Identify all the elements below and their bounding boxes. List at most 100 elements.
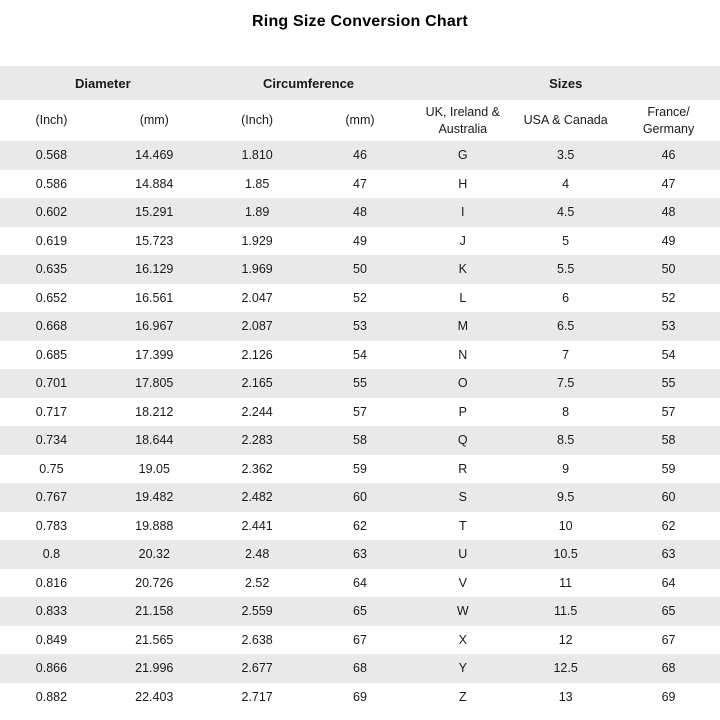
table-cell: 48 [353, 205, 367, 220]
table-cell: 19.482 [135, 490, 174, 505]
table-row: 0.866 21.996 2.677 68 Y 12.5 68 [0, 654, 720, 683]
table-cell: W [456, 604, 469, 619]
table-cell: 2.48 [244, 547, 270, 562]
table-cell: 6 [562, 290, 570, 305]
table-row: 0.586 14.884 1.85 47 H 4 47 [0, 169, 720, 198]
table-cell: 60 [353, 490, 367, 505]
table-cell: 19.05 [138, 461, 170, 476]
table-cell: J [459, 233, 466, 248]
table-cell: 18.212 [135, 404, 174, 419]
table-cell: 5.5 [556, 262, 575, 277]
table-cell: 55 [661, 376, 676, 391]
table-cell: R [458, 461, 468, 476]
table-row: 0.619 15.723 1.929 49 J 5 49 [0, 226, 720, 255]
table-cell: 17.805 [135, 376, 174, 391]
table-cell: 0.717 [35, 404, 68, 419]
table-cell: 16.967 [135, 319, 174, 334]
column-header-france-germany: France/ Germany [617, 100, 720, 141]
table-cell: 0.668 [35, 319, 68, 334]
table-cell: 64 [353, 575, 367, 590]
table-cell: 2.52 [244, 575, 270, 590]
table-cell: 0.602 [35, 205, 68, 220]
table-cell: 1.89 [244, 205, 270, 220]
column-header-diameter-inch: (Inch) [0, 100, 103, 141]
table-cell: 8 [562, 404, 570, 419]
table-row: 0.568 14.469 1.810 46 G 3.5 46 [0, 141, 720, 170]
table-cell: 20.726 [135, 575, 174, 590]
table-cell: 15.291 [135, 205, 174, 220]
table-cell: 0.586 [35, 176, 68, 191]
table-cell: 1.85 [244, 176, 270, 191]
table-cell: 57 [661, 404, 676, 419]
table-cell: 10.5 [553, 547, 578, 562]
group-header-circumference: Circumference [205, 66, 412, 100]
table-cell: 0.619 [35, 233, 68, 248]
table-cell: 60 [661, 490, 676, 505]
table-cell: Q [457, 433, 468, 448]
table-cell: 7 [562, 347, 570, 362]
table-cell: 0.75 [39, 461, 64, 476]
table-cell: 57 [353, 404, 367, 419]
table-cell: 59 [353, 461, 367, 476]
table-cell: 53 [353, 319, 367, 334]
table-cell: 2.126 [241, 347, 273, 362]
table-cell: 49 [353, 233, 367, 248]
table-row: 0.882 22.403 2.717 69 Z 13 69 [0, 682, 720, 711]
table-cell: 62 [353, 518, 367, 533]
table-cell: 52 [661, 290, 676, 305]
table-cell: 48 [661, 205, 676, 220]
table-cell: S [458, 490, 467, 505]
table-cell: 5 [562, 233, 570, 248]
group-header-sizes: Sizes [411, 66, 720, 100]
table-cell: 11.5 [553, 604, 578, 619]
table-cell: 2.087 [241, 319, 273, 334]
table-row: 0.816 20.726 2.52 64 V 11 64 [0, 568, 720, 597]
table-row: 0.75 19.05 2.362 59 R 9 59 [0, 454, 720, 483]
table-row: 0.833 21.158 2.559 65 W 11.5 65 [0, 597, 720, 626]
table-cell: 2.283 [241, 433, 273, 448]
table-cell: K [458, 262, 467, 277]
table-cell: 50 [353, 262, 367, 277]
table-cell: 16.561 [135, 290, 174, 305]
column-header-circumference-mm: (mm) [308, 100, 412, 141]
table-cell: 67 [353, 632, 367, 647]
table-cell: 64 [661, 575, 676, 590]
table-cell: 0.652 [35, 290, 68, 305]
table-cell: 11 [559, 575, 573, 590]
table-cell: 2.441 [241, 518, 273, 533]
table-cell: 0.734 [35, 433, 68, 448]
table-cell: 65 [661, 604, 676, 619]
table-cell: 0.849 [35, 632, 68, 647]
table-cell: T [458, 518, 467, 533]
table-cell: 7.5 [556, 376, 575, 391]
table-cell: 12.5 [553, 661, 578, 676]
table-cell: 6.5 [556, 319, 575, 334]
table-cell: 21.565 [135, 632, 174, 647]
table-cell: 3.5 [556, 148, 575, 163]
table-cell: 68 [661, 661, 676, 676]
table-cell: G [457, 148, 468, 163]
table-cell: 0.685 [35, 347, 68, 362]
table-cell: 62 [661, 518, 676, 533]
table-cell: 0.816 [35, 575, 68, 590]
table-row: 0.635 16.129 1.969 50 K 5.5 50 [0, 255, 720, 284]
table-cell: 46 [353, 148, 367, 163]
table-row: 0.8 20.32 2.48 63 U 10.5 63 [0, 540, 720, 569]
table-cell: 0.783 [35, 518, 68, 533]
table-cell: 59 [661, 461, 676, 476]
table-cell: 1.929 [241, 233, 273, 248]
table-cell: 4.5 [556, 205, 575, 220]
table-row: 0.668 16.967 2.087 53 M 6.5 53 [0, 312, 720, 341]
table-header: Diameter Circumference Sizes (Inch) (mm)… [0, 66, 720, 141]
table-body: 0.568 14.469 1.810 46 G 3.5 46 0.586 14.884 1.85 4… [0, 141, 720, 711]
table-cell: 47 [661, 176, 676, 191]
table-cell: M [457, 319, 468, 334]
table-cell: 58 [661, 433, 676, 448]
table-cell: U [458, 547, 468, 562]
table-cell: 4 [562, 176, 570, 191]
table-cell: 9.5 [556, 490, 575, 505]
table-cell: 2.244 [241, 404, 273, 419]
table-cell: O [457, 376, 468, 391]
table-group-header-row: Diameter Circumference Sizes [0, 66, 720, 100]
table-cell: 18.644 [135, 433, 174, 448]
